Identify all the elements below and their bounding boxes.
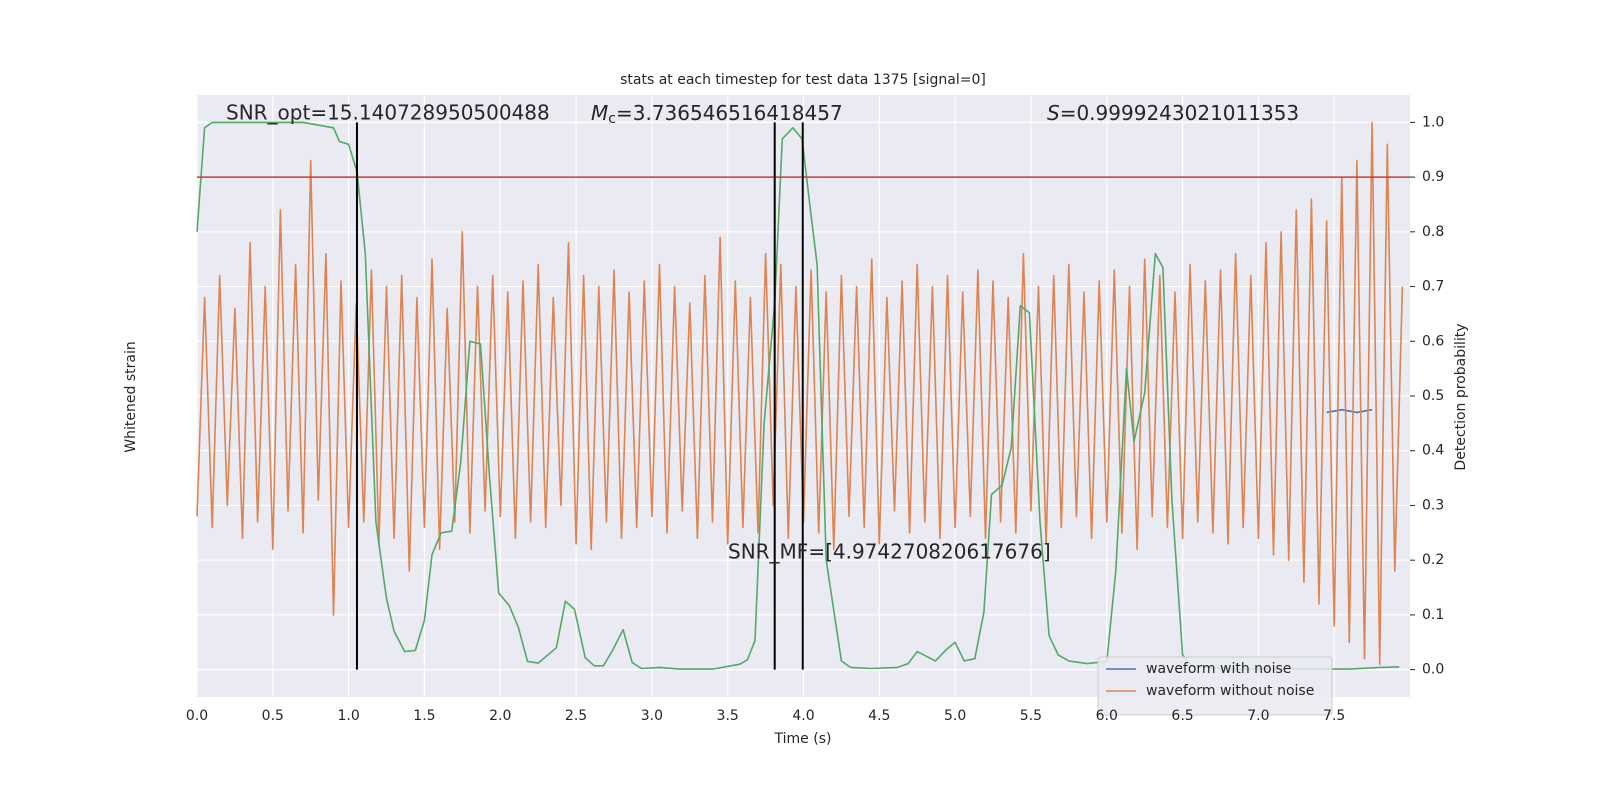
annotation-symbol: S	[1047, 101, 1060, 125]
legend-box	[1097, 656, 1333, 716]
x-tick-label: 2.0	[489, 708, 511, 724]
plot	[196, 121, 1410, 670]
x-tick-label: 0.5	[262, 708, 284, 724]
x-tick-label: 3.0	[641, 708, 663, 724]
x-tick-label: 5.5	[1020, 708, 1042, 724]
annotation-text: =3.736546516418457	[616, 101, 843, 125]
y-tick-label: 0.8	[1422, 224, 1444, 240]
y-tick-label: 0.5	[1422, 388, 1444, 404]
y-tick-label: 0.3	[1422, 497, 1444, 513]
y-tick-label: 0.9	[1422, 169, 1444, 185]
legend-label: waveform with noise	[1146, 661, 1291, 677]
annotation-text: =0.9999243021011353	[1060, 101, 1299, 125]
series-line	[1326, 408, 1373, 414]
x-tick-label: 7.5	[1323, 708, 1345, 724]
y-axis-label: Detection probability	[1453, 323, 1469, 470]
y-tick-label: 0.1	[1422, 607, 1444, 623]
left-axis-label: Whitened strain	[123, 341, 139, 452]
x-tick-label: 6.5	[1171, 708, 1193, 724]
y-tick-label: 0.7	[1422, 279, 1444, 295]
annotation: SNR_opt=15.140728950500488	[226, 101, 550, 125]
x-tick-label: 2.5	[565, 708, 587, 724]
annotation: S=0.9999243021011353	[1047, 101, 1299, 125]
y-tick-label: 0.2	[1422, 552, 1444, 568]
legend-label: waveform without noise	[1146, 683, 1314, 699]
legend: waveform with noise waveform without nois…	[1097, 656, 1333, 716]
x-tick-label: 1.5	[413, 708, 435, 724]
x-tick-label: 1.0	[337, 708, 359, 724]
x-tick-label: 4.5	[868, 708, 890, 724]
x-tick-label: 3.5	[717, 708, 739, 724]
y-tick-label: 0.0	[1422, 662, 1444, 678]
x-tick-label: 0.0	[186, 708, 208, 724]
y-tick-label: 0.4	[1422, 443, 1444, 459]
annotation: Mc=3.736546516418457	[591, 101, 843, 128]
x-tick-label: 4.0	[792, 708, 814, 724]
y-tick-label: 0.6	[1422, 333, 1444, 349]
chart-title: stats at each timestep for test data 137…	[620, 72, 986, 88]
y-tick-label: 1.0	[1422, 114, 1444, 130]
x-axis-label: Time (s)	[774, 731, 832, 747]
x-tick-label: 6.0	[1096, 708, 1118, 724]
x-tick-label: 7.0	[1247, 708, 1269, 724]
annotation: SNR_MF=[4.974270820617676]	[728, 540, 1051, 564]
series-line	[196, 121, 1404, 665]
annotation-subscript: c	[608, 111, 616, 127]
x-tick-label: 5.0	[944, 708, 966, 724]
annotation-symbol: M	[591, 101, 608, 125]
series-line	[196, 121, 1400, 670]
